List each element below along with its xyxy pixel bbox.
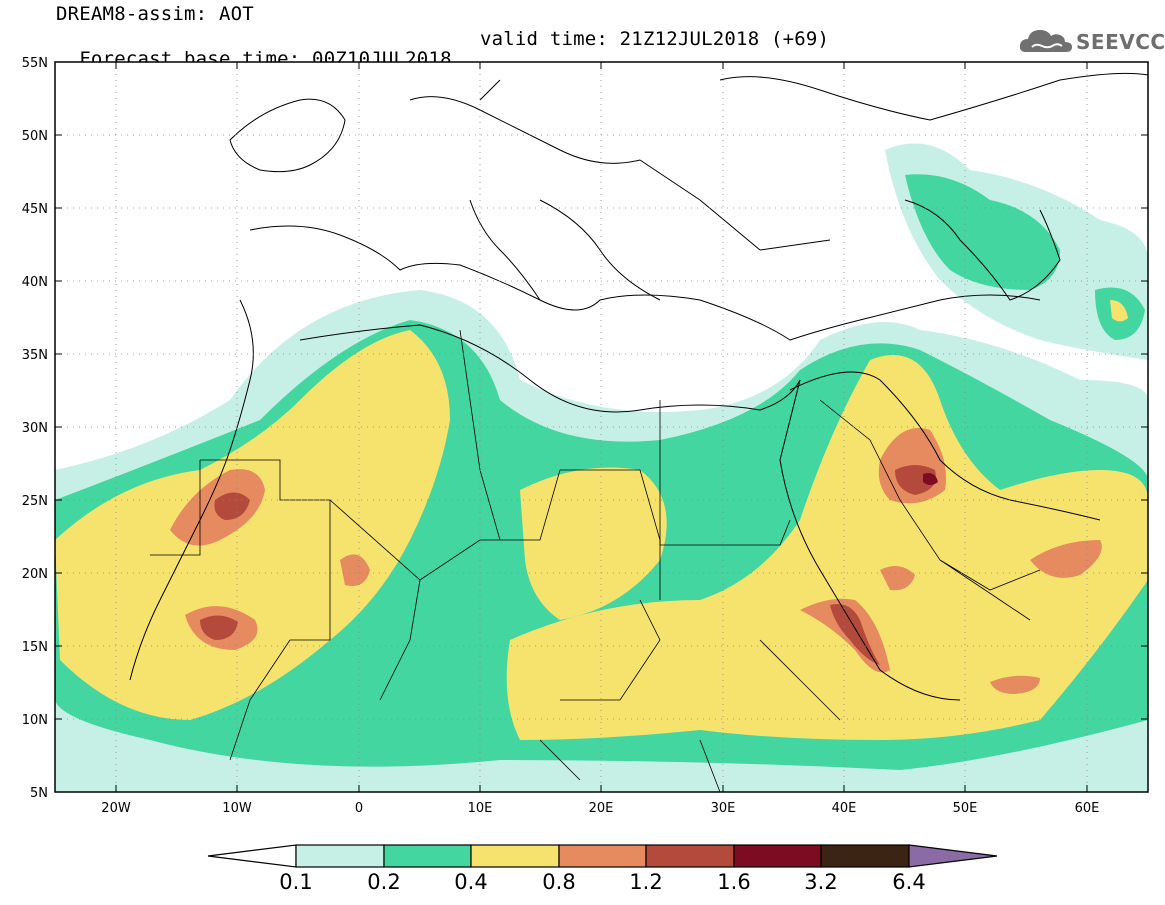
aot-extreme-region bbox=[923, 473, 938, 485]
lat-label: 20N bbox=[22, 567, 48, 582]
lon-axis bbox=[115, 62, 1088, 792]
colorbar-label: 1.2 bbox=[629, 870, 663, 894]
lat-label: 40N bbox=[22, 275, 48, 290]
lat-labels: 55N 50N 45N 40N 35N 30N 25N 20N 15N 10N … bbox=[22, 56, 48, 801]
lat-label: 55N bbox=[22, 56, 48, 71]
graticule bbox=[55, 62, 1148, 792]
aot-moderate-region bbox=[55, 300, 1148, 740]
lon-label: 10E bbox=[468, 801, 493, 816]
lon-labels: 20W 10W 0 10E 20E 30E 40E 50E 60E bbox=[101, 801, 1099, 816]
lon-label: 20W bbox=[101, 801, 131, 816]
lat-label: 5N bbox=[30, 786, 48, 801]
aot-field bbox=[55, 62, 1148, 792]
logo-text: SEEVCCC bbox=[1076, 30, 1165, 54]
valid-time: valid time: 21Z12JUL2018 (+69) bbox=[480, 28, 830, 50]
lon-label: 0 bbox=[355, 801, 363, 816]
colorbar-label: 0.8 bbox=[542, 870, 576, 894]
lat-label: 50N bbox=[22, 129, 48, 144]
coastlines bbox=[129, 72, 1148, 701]
lat-label: 45N bbox=[22, 202, 48, 217]
lon-label: 60E bbox=[1075, 801, 1100, 816]
colorbar-label: 0.1 bbox=[279, 870, 313, 894]
map-title: DREAM8-assim: AOT bbox=[56, 3, 254, 25]
country-borders bbox=[150, 329, 1041, 792]
lon-label: 10W bbox=[222, 801, 252, 816]
colorbar-label: 0.2 bbox=[367, 870, 401, 894]
lon-label: 50E bbox=[953, 801, 978, 816]
colorbar-label: 3.2 bbox=[804, 870, 838, 894]
seevccc-logo: SEEVCCC bbox=[1018, 22, 1165, 58]
colorbar-label: 1.6 bbox=[717, 870, 751, 894]
lat-label: 15N bbox=[22, 640, 48, 655]
lon-label: 20E bbox=[589, 801, 614, 816]
lat-label: 10N bbox=[22, 713, 48, 728]
lat-label: 30N bbox=[22, 421, 48, 436]
lat-axis bbox=[55, 61, 1148, 720]
cloud-icon bbox=[1019, 30, 1072, 52]
lon-label: 30E bbox=[711, 801, 736, 816]
colorbar-label: 6.4 bbox=[892, 870, 926, 894]
lat-label: 25N bbox=[22, 494, 48, 509]
lat-label: 35N bbox=[22, 348, 48, 363]
lon-label: 40E bbox=[832, 801, 857, 816]
colorbar-label: 0.4 bbox=[454, 870, 488, 894]
